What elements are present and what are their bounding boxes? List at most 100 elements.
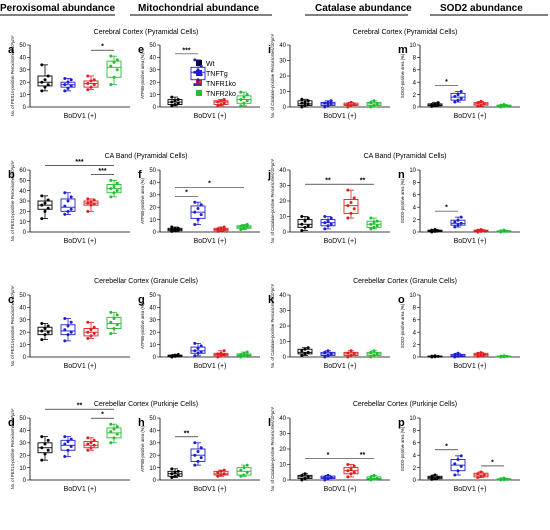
data-point bbox=[66, 324, 70, 328]
panel-d: d 0 10 20 30 40 50 No. of PEX14-positive Peroxi… bbox=[8, 403, 130, 493]
data-point bbox=[176, 226, 180, 230]
data-point bbox=[112, 185, 116, 189]
data-point bbox=[300, 105, 304, 109]
data-point bbox=[43, 209, 47, 213]
data-point bbox=[476, 228, 480, 232]
data-point bbox=[499, 477, 503, 481]
data-point bbox=[456, 351, 460, 355]
data-point bbox=[459, 215, 463, 219]
data-point bbox=[199, 203, 203, 207]
data-point bbox=[63, 442, 67, 446]
data-point bbox=[459, 96, 463, 100]
panel-letter: b bbox=[8, 169, 15, 181]
data-point bbox=[369, 355, 373, 359]
data-point bbox=[369, 478, 373, 482]
data-point bbox=[170, 228, 174, 232]
data-point bbox=[303, 100, 307, 104]
y-axis-label: No. of PEX14-positive Peroxisomes/10³µm² bbox=[10, 408, 15, 489]
y-tick-label: 40 bbox=[19, 306, 26, 312]
data-point bbox=[109, 54, 113, 58]
y-tick-label: 20 bbox=[149, 453, 156, 459]
data-point bbox=[40, 89, 44, 93]
data-point bbox=[505, 477, 509, 481]
data-point bbox=[196, 346, 200, 350]
data-point bbox=[222, 225, 226, 229]
box-TNFTg bbox=[60, 435, 76, 458]
data-point bbox=[43, 85, 47, 89]
data-point bbox=[453, 355, 457, 359]
data-point bbox=[326, 100, 330, 104]
data-point bbox=[109, 320, 113, 324]
data-point bbox=[352, 207, 356, 211]
data-point bbox=[430, 354, 434, 358]
data-point bbox=[196, 68, 200, 72]
x-axis-label: BoDV1 (+) bbox=[454, 238, 487, 245]
sig-label: * bbox=[445, 79, 448, 86]
x-axis-label: BoDV1 (+) bbox=[454, 363, 487, 370]
x-axis-label: BoDV1 (+) bbox=[324, 238, 357, 245]
panel-letter: n bbox=[398, 169, 405, 181]
data-point bbox=[66, 333, 70, 337]
x-axis-label: BoDV1 (+) bbox=[194, 486, 227, 493]
data-point bbox=[372, 103, 376, 107]
data-point bbox=[372, 349, 376, 353]
data-point bbox=[40, 322, 44, 326]
data-point bbox=[40, 338, 44, 342]
data-point bbox=[92, 83, 96, 87]
y-tick-label: 20 bbox=[19, 330, 26, 336]
data-point bbox=[86, 442, 90, 446]
y-tick-label: 0 bbox=[413, 230, 417, 236]
box-TNFR2ko bbox=[496, 228, 512, 234]
box-TNFR2ko bbox=[496, 103, 512, 109]
y-tick-label: 30 bbox=[19, 441, 26, 447]
data-point bbox=[326, 349, 330, 353]
data-point bbox=[430, 474, 434, 478]
y-tick-label: 20 bbox=[19, 210, 26, 216]
data-point bbox=[453, 225, 457, 229]
panel-c: c 0 10 20 30 40 50 No. of PEX14-positive Peroxi… bbox=[8, 285, 130, 370]
data-point bbox=[323, 475, 327, 479]
data-point bbox=[346, 105, 350, 109]
data-point bbox=[219, 99, 223, 103]
x-axis-label: BoDV1 (+) bbox=[454, 113, 487, 120]
box-TNFTg bbox=[190, 58, 206, 87]
data-point bbox=[245, 350, 249, 354]
x-axis-label: BoDV1 (+) bbox=[454, 486, 487, 493]
data-point bbox=[193, 210, 197, 214]
y-axis-label: No. of Catalase-positive Peroxisomes/10³… bbox=[270, 283, 275, 368]
data-point bbox=[66, 448, 70, 452]
legend-swatch bbox=[196, 90, 202, 96]
data-point bbox=[239, 474, 243, 478]
y-axis-label: SOD2-positive area (%) bbox=[400, 426, 405, 471]
data-point bbox=[63, 435, 67, 439]
sig-label: *** bbox=[182, 47, 190, 54]
data-point bbox=[306, 224, 310, 228]
data-point bbox=[349, 353, 353, 357]
y-axis-label: ATP5B-positive area (%) bbox=[140, 178, 145, 224]
data-point bbox=[476, 101, 480, 105]
data-point bbox=[245, 93, 249, 97]
data-point bbox=[219, 473, 223, 477]
data-point bbox=[66, 80, 70, 84]
y-axis-label: SOD2-positive area (%) bbox=[400, 53, 405, 98]
y-tick-label: 50 bbox=[19, 43, 26, 49]
y-tick-label: 10 bbox=[149, 218, 156, 224]
data-point bbox=[69, 437, 73, 441]
data-point bbox=[300, 349, 304, 353]
y-tick-label: 0 bbox=[413, 355, 417, 361]
data-point bbox=[349, 103, 353, 107]
data-point bbox=[89, 79, 93, 83]
data-point bbox=[86, 330, 90, 334]
data-point bbox=[89, 203, 93, 207]
data-point bbox=[349, 472, 353, 476]
y-tick-label: 4 bbox=[413, 330, 417, 336]
data-point bbox=[242, 473, 246, 477]
data-point bbox=[499, 354, 503, 358]
data-point bbox=[173, 353, 177, 357]
data-point bbox=[346, 102, 350, 106]
data-point bbox=[89, 85, 93, 89]
data-point bbox=[176, 98, 180, 102]
box-Wt bbox=[167, 225, 183, 233]
box-TNFR2ko bbox=[236, 350, 252, 359]
y-tick-label: 10 bbox=[19, 466, 26, 472]
